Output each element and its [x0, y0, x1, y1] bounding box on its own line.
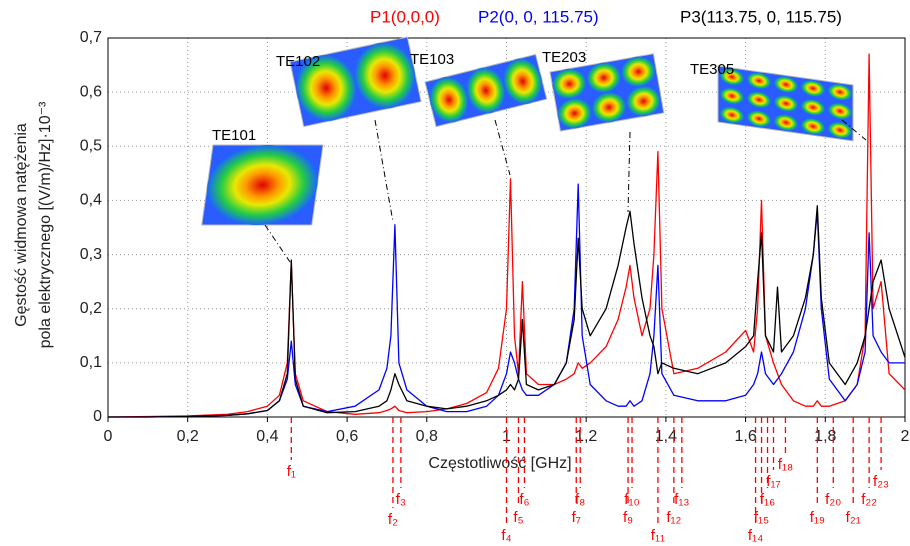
y-tick-label: 0,2	[80, 300, 102, 317]
mode-image	[717, 65, 854, 142]
y-tick-label: 0,4	[80, 192, 102, 209]
x-tick-label: 1	[502, 428, 511, 445]
marker-label: f₁₆	[760, 491, 775, 508]
y-tick-label: 0,5	[80, 138, 102, 155]
marker-label: f₁₁	[651, 527, 665, 544]
x-axis-label: Częstotliwość [GHz]	[428, 455, 571, 472]
marker-label: f₂	[388, 511, 398, 528]
x-tick-label: 0,6	[336, 428, 358, 445]
marker-label: f₂₃	[873, 473, 889, 490]
marker-label: f₉	[623, 509, 633, 526]
mode-label: TE102	[276, 53, 320, 70]
series-line	[108, 205, 906, 418]
leader	[374, 119, 394, 223]
mode-image	[201, 144, 324, 226]
mode-label: TE101	[212, 127, 256, 144]
leader	[841, 119, 867, 141]
marker-label: f₁₉	[810, 509, 825, 526]
x-tick-label: 1,2	[575, 428, 597, 445]
mode-image	[424, 53, 548, 128]
series-line	[108, 183, 905, 418]
y-tick-label: 0,7	[80, 29, 102, 46]
mode-label: TE203	[542, 49, 586, 66]
marker-label: f₁₀	[624, 491, 639, 508]
y-tick-label: 0,3	[80, 246, 102, 263]
y-tick-label: 0,6	[80, 83, 102, 100]
y-tick-label: 0	[93, 408, 102, 425]
leader	[627, 131, 631, 213]
x-tick-label: 0	[104, 428, 113, 445]
legend-label: P2(0, 0, 115.75)	[478, 7, 599, 26]
series-line	[107, 53, 906, 418]
mode-image	[289, 36, 422, 128]
y-axis-label: Gęstość widmowa natężenia	[13, 123, 30, 327]
leader	[264, 224, 291, 263]
marker-label: f₂₂	[861, 491, 877, 508]
x-tick-label: 1,6	[734, 428, 756, 445]
x-tick-label: 0,2	[177, 428, 199, 445]
mode-shapes: TE101 TE102 TE103 TE203	[201, 36, 867, 263]
marker-label: f₄	[501, 527, 511, 544]
marker-label: f₇	[572, 509, 581, 526]
marker-label: f₈	[575, 491, 585, 508]
marker-label: f₃	[396, 491, 406, 508]
marker-label: f₁₂	[666, 509, 681, 526]
marker-label: f₂₁	[846, 509, 861, 526]
marker-label: f₁₅	[754, 509, 769, 526]
marker-label: f₁₃	[674, 491, 689, 508]
marker-label: f₆	[519, 491, 529, 508]
legend-label: P1(0,0,0)	[370, 7, 440, 26]
x-tick-label: 2	[901, 428, 910, 445]
x-tick-label: 1,4	[655, 428, 677, 445]
x-tick-label: 0,4	[256, 428, 278, 445]
marker-label: f₂₀	[825, 491, 841, 508]
mode-label: TE103	[410, 51, 454, 68]
marker-label: f₅	[513, 509, 523, 526]
y-axis-label: pola elektrycznego [(V/m)/Hz]·10⁻³	[37, 101, 54, 348]
marker-label: f₁	[287, 463, 296, 480]
marker-label: f₁₇	[766, 473, 780, 490]
leader	[494, 119, 511, 176]
y-tick-label: 0,1	[80, 354, 102, 371]
legend-label: P3(113.75, 0, 115.75)	[680, 7, 842, 26]
x-tick-label: 0,8	[416, 428, 438, 445]
x-tick-label: 1,8	[814, 428, 836, 445]
marker-label: f₁₄	[748, 527, 763, 544]
mode-image	[549, 53, 665, 132]
marker-label: f₁₈	[778, 456, 793, 473]
mode-label: TE305	[690, 61, 734, 78]
